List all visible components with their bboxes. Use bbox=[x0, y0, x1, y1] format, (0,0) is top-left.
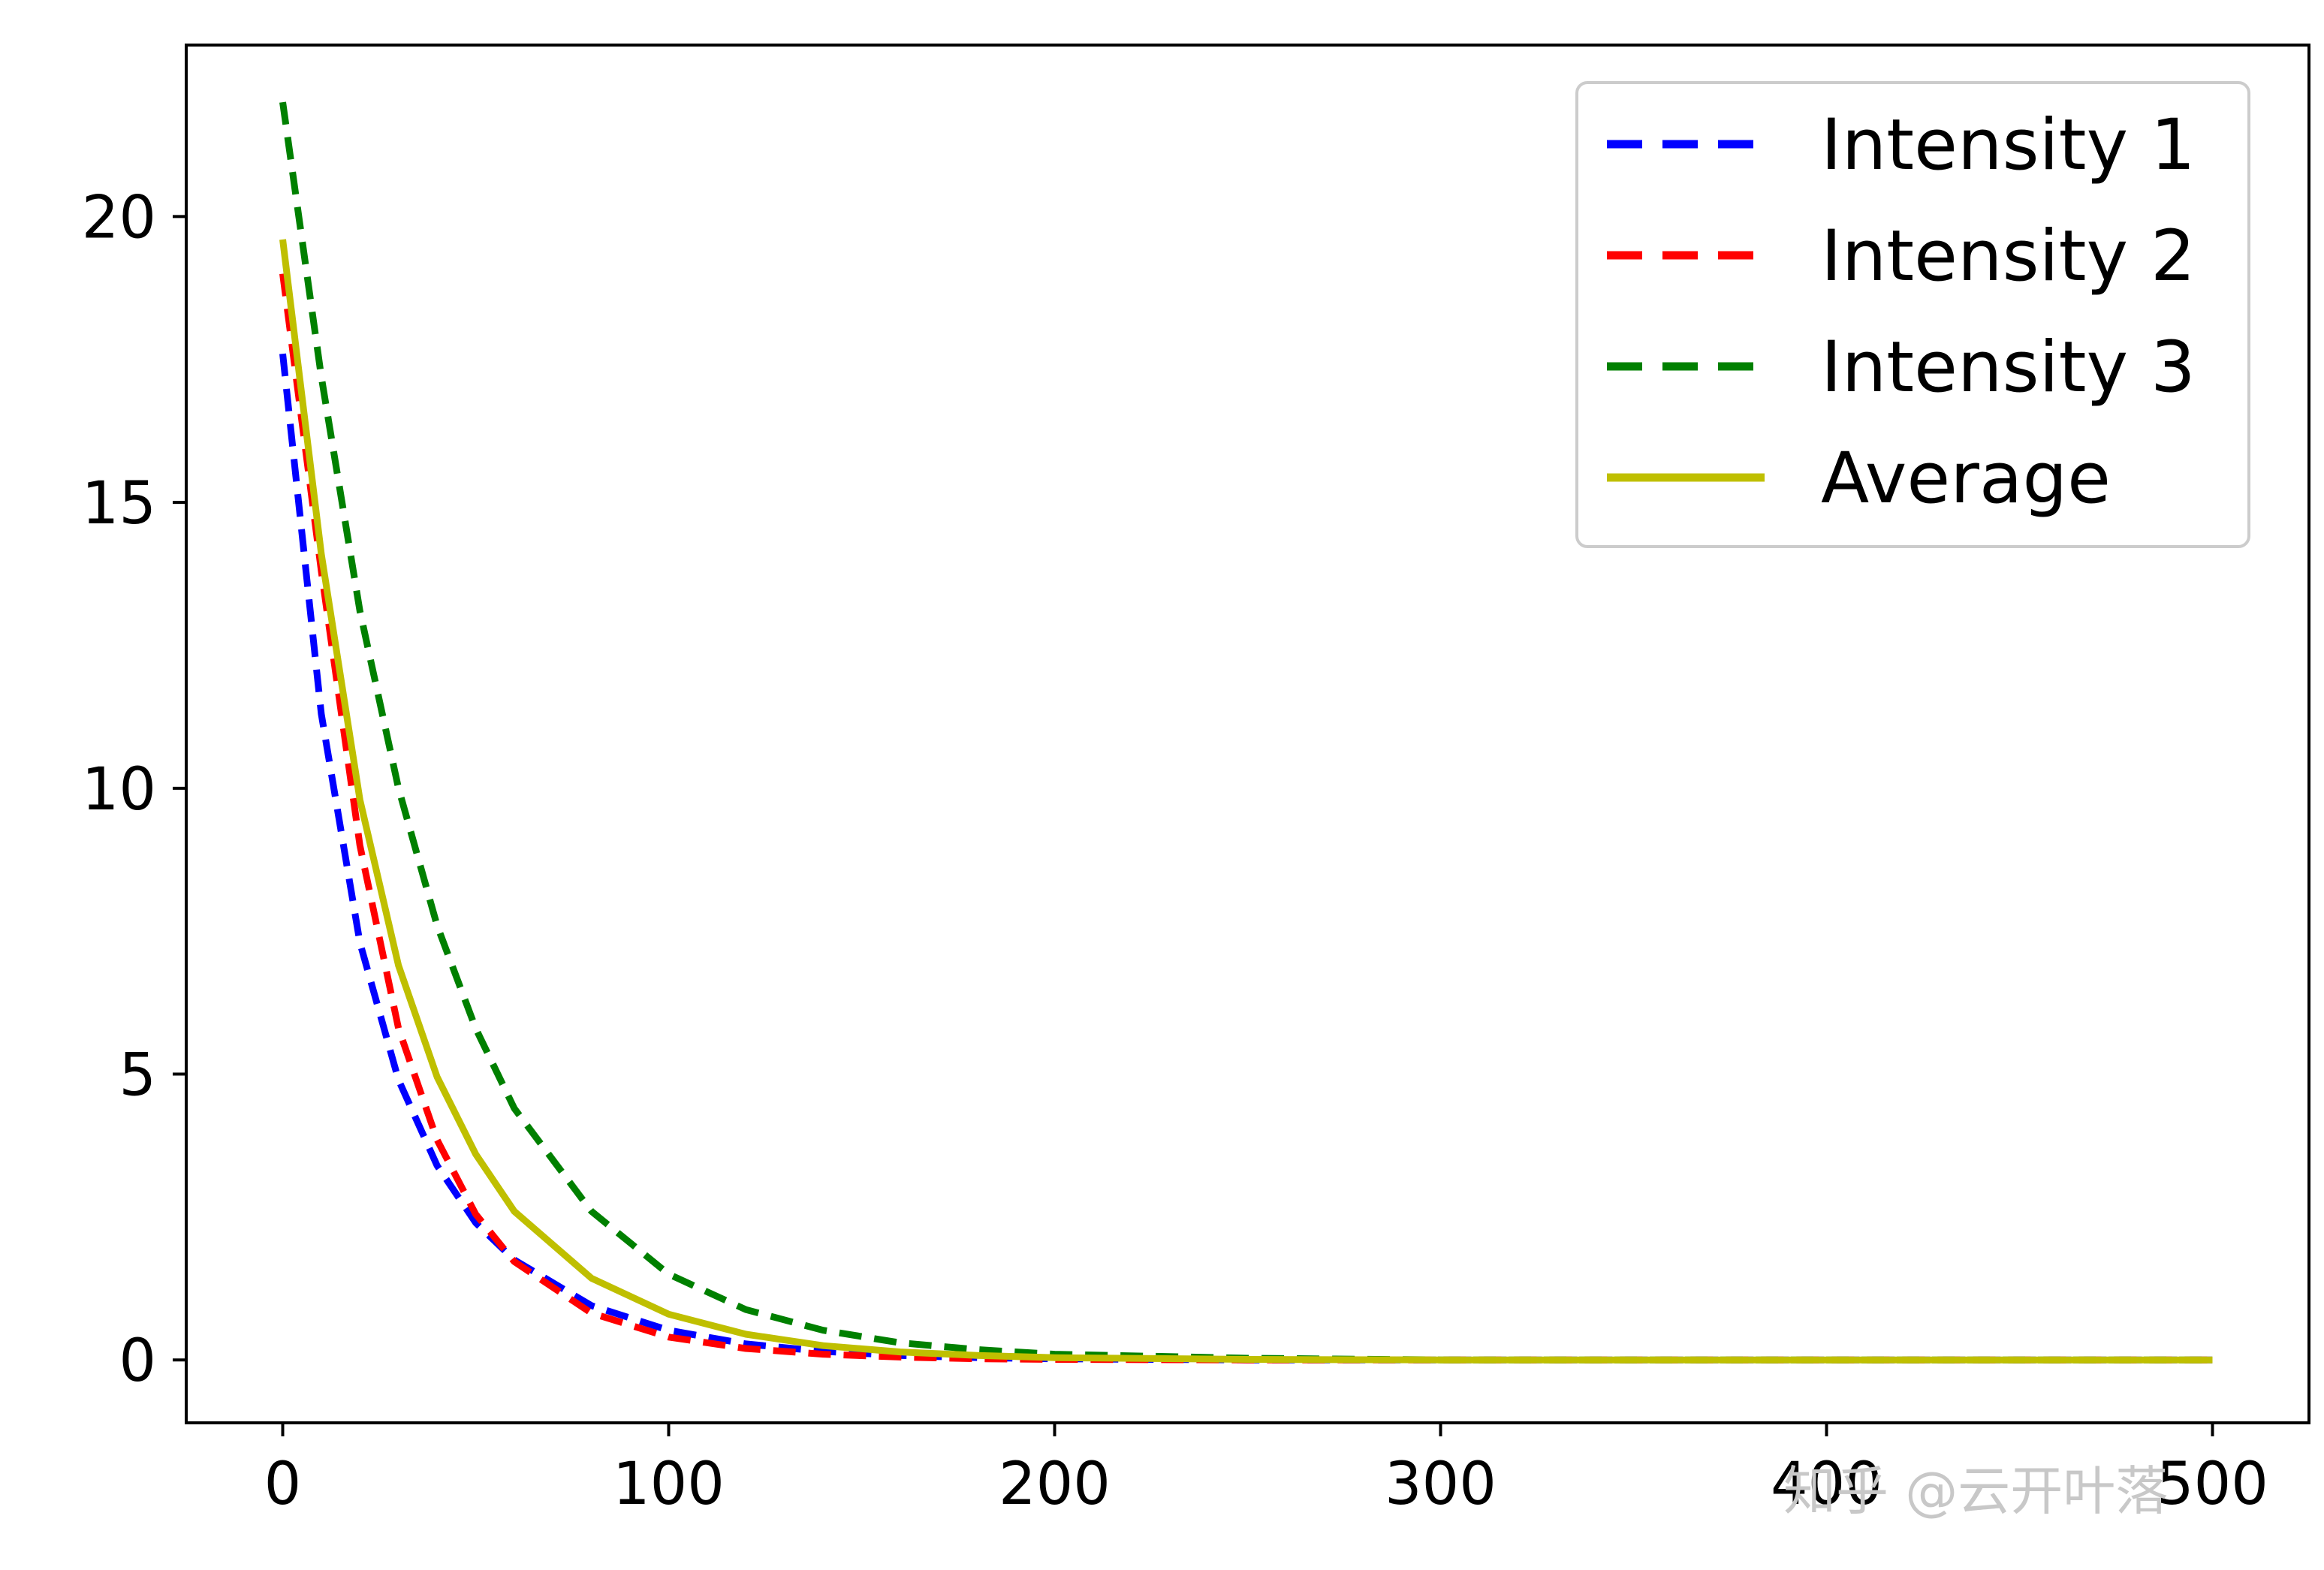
legend-label-intensity-1: Intensity 1 bbox=[1821, 104, 2196, 186]
x-tick-label: 300 bbox=[1385, 1451, 1497, 1518]
axes-frame bbox=[185, 44, 2310, 1424]
x-tick-label: 500 bbox=[2157, 1451, 2268, 1518]
series-line-average bbox=[279, 239, 2213, 1364]
x-tick-label: 0 bbox=[264, 1451, 302, 1518]
y-tick-label: 20 bbox=[82, 184, 156, 252]
legend-label-intensity-2: Intensity 2 bbox=[1821, 215, 2196, 297]
legend-label-average: Average bbox=[1821, 438, 2111, 520]
y-tick-label: 15 bbox=[82, 470, 156, 538]
legend-label-intensity-3: Intensity 3 bbox=[1821, 327, 2196, 408]
x-tick-label: 400 bbox=[1771, 1451, 1882, 1518]
x-tick-label: 100 bbox=[613, 1451, 725, 1518]
legend: Intensity 1 Intensity 2 Intensity 3 Average bbox=[1575, 81, 2250, 548]
watermark-text: 知乎 @云开叶落 bbox=[1783, 1460, 2168, 1522]
y-tick-label: 10 bbox=[82, 756, 156, 824]
x-tick-label: 200 bbox=[999, 1451, 1111, 1518]
axes: 0 100 200 300 400 500 0 5 10 15 20 bbox=[82, 44, 2310, 1518]
y-tick-label: 5 bbox=[119, 1042, 156, 1110]
plot-area bbox=[279, 101, 2213, 1364]
legend-box bbox=[1575, 81, 2250, 548]
y-tick-label: 0 bbox=[119, 1327, 156, 1395]
